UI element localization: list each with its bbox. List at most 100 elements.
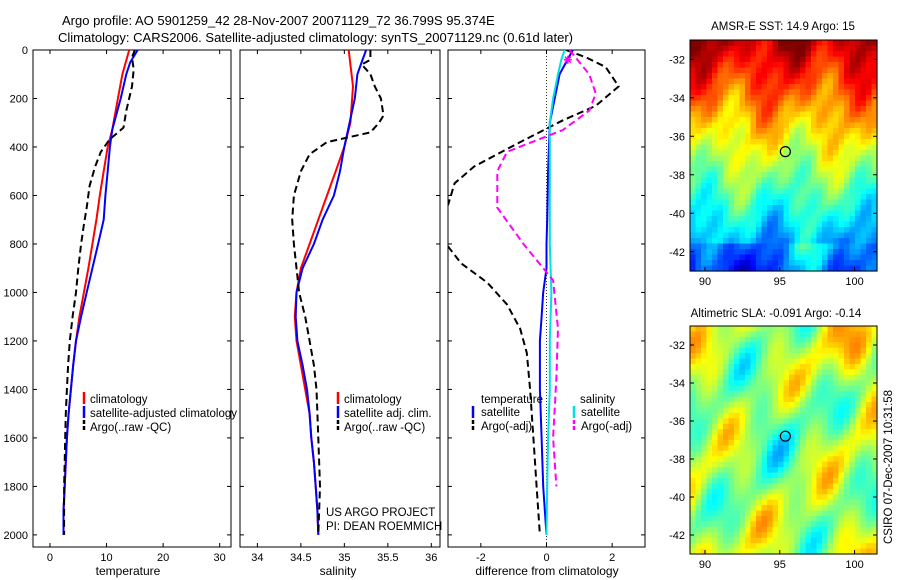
heatmap-cell xyxy=(734,543,741,550)
heatmap-cell xyxy=(739,144,746,151)
heatmap-cell xyxy=(712,254,719,261)
heatmap-cell xyxy=(717,488,724,495)
heatmap-cell xyxy=(866,369,873,376)
heatmap-cell xyxy=(860,67,867,74)
heatmap-cell xyxy=(822,369,829,376)
heatmap-cell xyxy=(811,516,818,523)
heatmap-cell xyxy=(712,521,719,528)
heatmap-cell xyxy=(739,467,746,474)
heatmap-cell xyxy=(778,172,785,179)
heatmap-cell xyxy=(756,353,763,360)
legend-climatology: climatology xyxy=(90,394,148,406)
heatmap-cell xyxy=(805,45,812,52)
heatmap-cell xyxy=(756,56,763,63)
heatmap-cell xyxy=(816,510,823,517)
heatmap-cell xyxy=(728,265,735,272)
heatmap-cell xyxy=(750,494,757,501)
heatmap-cell xyxy=(866,461,873,468)
heatmap-cell xyxy=(800,385,807,392)
heatmap-cell xyxy=(800,499,807,506)
heatmap-cell xyxy=(855,396,862,403)
heatmap-cell xyxy=(794,183,801,190)
heatmap-cell xyxy=(844,73,851,80)
heatmap-cell xyxy=(794,374,801,381)
heatmap-cell xyxy=(827,521,834,528)
heatmap-cell xyxy=(827,155,834,162)
heatmap-cell xyxy=(750,100,757,107)
heatmap-cell xyxy=(778,100,785,107)
heatmap-cell xyxy=(761,100,768,107)
heatmap-cell xyxy=(734,499,741,506)
heatmap-cell xyxy=(794,526,801,533)
heatmap-cell xyxy=(849,67,856,74)
heatmap-cell xyxy=(871,445,878,452)
heatmap-cell xyxy=(717,260,724,267)
heatmap-cell xyxy=(745,380,752,387)
heatmap-cell xyxy=(833,461,840,468)
heatmap-cell xyxy=(690,117,697,124)
heatmap-cell xyxy=(811,336,818,343)
heatmap-cell xyxy=(816,353,823,360)
heatmap-cell xyxy=(745,150,752,157)
heatmap-cell xyxy=(695,347,702,354)
heatmap-cell xyxy=(712,95,719,102)
heatmap-cell xyxy=(805,396,812,403)
heatmap-cell xyxy=(789,510,796,517)
heatmap-cell xyxy=(745,51,752,58)
heatmap-cell xyxy=(783,254,790,261)
heatmap-cell xyxy=(844,440,851,447)
heatmap-cell xyxy=(728,249,735,256)
heatmap-cell xyxy=(844,199,851,206)
heatmap-cell xyxy=(739,407,746,414)
heatmap-cell xyxy=(816,505,823,512)
heatmap-cell xyxy=(723,396,730,403)
heatmap-cell xyxy=(695,254,702,261)
heatmap-cell xyxy=(871,188,878,195)
heatmap-cell xyxy=(756,188,763,195)
heatmap-cell xyxy=(728,532,735,539)
heatmap-cell xyxy=(811,374,818,381)
heatmap-cell xyxy=(860,45,867,52)
heatmap-cell xyxy=(750,412,757,419)
heatmap-cell xyxy=(800,358,807,365)
heatmap-cell xyxy=(860,227,867,234)
heatmap-cell xyxy=(690,51,697,58)
heatmap-cell xyxy=(871,227,878,234)
heatmap-cell xyxy=(717,456,724,463)
heatmap-cell xyxy=(789,210,796,217)
heatmap-cell xyxy=(750,73,757,80)
heatmap-cell xyxy=(739,336,746,343)
heatmap-cell xyxy=(750,194,757,201)
heatmap-cell xyxy=(827,133,834,140)
heatmap-cell xyxy=(805,385,812,392)
heatmap-cell xyxy=(860,456,867,463)
heatmap-cell xyxy=(701,205,708,212)
heatmap-cell xyxy=(745,56,752,63)
heatmap-cell xyxy=(794,396,801,403)
heatmap-cell xyxy=(800,260,807,267)
heatmap-cell xyxy=(844,445,851,452)
heatmap-cell xyxy=(816,429,823,436)
heatmap-cell xyxy=(827,385,834,392)
heatmap-cell xyxy=(822,221,829,228)
heatmap-cell xyxy=(739,412,746,419)
heatmap-cell xyxy=(833,326,840,333)
heatmap-cell xyxy=(871,516,878,523)
heatmap-cell xyxy=(706,188,713,195)
heatmap-cell xyxy=(866,326,873,333)
heatmap-cell xyxy=(756,199,763,206)
heatmap-cell xyxy=(783,221,790,228)
heatmap-cell xyxy=(756,548,763,555)
heatmap-cell xyxy=(701,418,708,425)
heatmap-cell xyxy=(783,385,790,392)
heatmap-cell xyxy=(723,494,730,501)
heatmap-cell xyxy=(871,364,878,371)
heatmap-cell xyxy=(811,543,818,550)
heatmap-cell xyxy=(706,73,713,80)
heatmap-cell xyxy=(866,73,873,80)
heatmap-cell xyxy=(833,374,840,381)
heatmap-cell xyxy=(717,532,724,539)
heatmap-cell xyxy=(860,472,867,479)
heatmap-cell xyxy=(827,62,834,69)
heatmap-cell xyxy=(816,243,823,250)
